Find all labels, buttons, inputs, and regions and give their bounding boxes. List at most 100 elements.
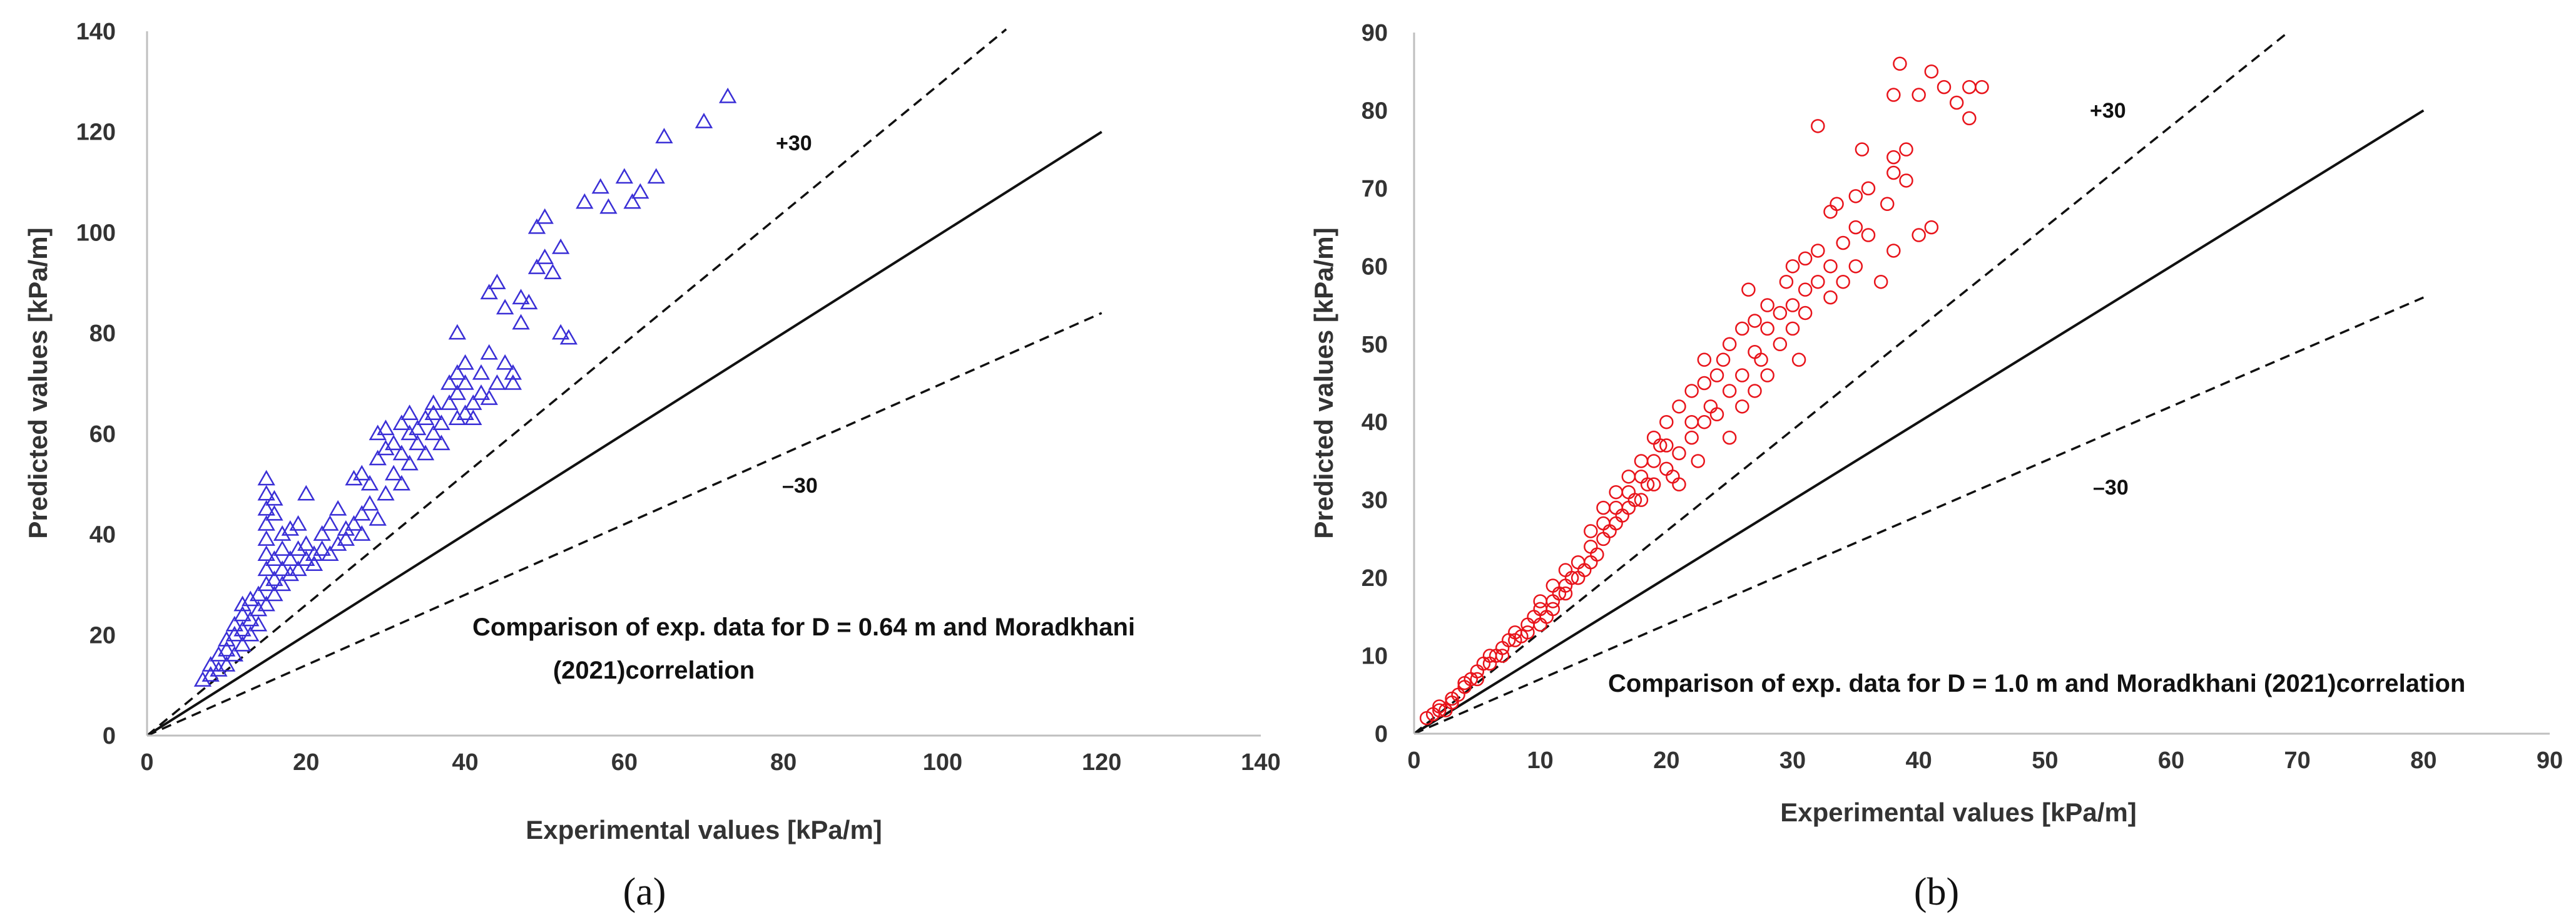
panel-b-data-point (1634, 470, 1649, 484)
panel-a-data-point (249, 600, 268, 617)
panel-b-data-point (1855, 142, 1870, 157)
panel-a-data-point (233, 620, 252, 637)
panel-b-data-point (1798, 251, 1813, 266)
panel-a-data-point (225, 645, 244, 662)
panel-b-data-point (1527, 610, 1541, 624)
panel-b-y-tick-label: 0 (1375, 721, 1388, 747)
panel-b-data-point (1779, 274, 1794, 289)
panel-a-data-point (647, 168, 665, 184)
panel-a-y-tick-label: 0 (103, 723, 116, 749)
panel-a-data-point (337, 520, 355, 536)
panel-a-data-point (217, 640, 236, 657)
panel-b-x-tick-label: 60 (2158, 747, 2184, 774)
panel-a-data-point (217, 630, 236, 647)
panel-b-data-point (1666, 470, 1680, 484)
panel-a-y-axis-title: Predicted values [kPa/m] (23, 227, 53, 538)
panel-b-data-point (1558, 586, 1573, 601)
panel-b-data-point (1886, 165, 1901, 180)
panel-b-data-point (1912, 228, 1926, 242)
panel-b-data-point (1672, 446, 1686, 461)
panel-a-data-point (448, 324, 467, 340)
panel-a-data-point (424, 404, 442, 420)
panel-b-data-point (1912, 88, 1926, 102)
panel-a-data-point (217, 655, 236, 672)
panel-a-data-point (456, 354, 474, 370)
panel-a-data-point (233, 605, 252, 622)
panel-a-data-point (392, 414, 411, 431)
panel-b-data-point (1495, 640, 1510, 655)
panel-a-data-point (281, 520, 300, 536)
panel-b-x-tick-label: 40 (1906, 747, 1932, 774)
panel-a-data-point (249, 615, 268, 632)
panel-b-data-point (1584, 524, 1598, 538)
panel-b-data-point (1962, 111, 1977, 126)
panel-b-x-tick-label: 20 (1653, 747, 1679, 774)
panel-b-y-tick-label: 20 (1362, 565, 1388, 592)
panel-a-data-point (265, 505, 283, 521)
panel-b-data-point (1621, 500, 1636, 515)
panel-b-data-point (1697, 352, 1712, 367)
panel-b-data-point (1949, 95, 1964, 110)
panel-a-data-point (289, 560, 307, 577)
panel-b-label: (b) (1914, 871, 1959, 913)
panel-b-data-point (1836, 274, 1850, 289)
panel-b-data-point (1653, 438, 1667, 453)
panel-a-data-point (623, 193, 641, 209)
panel-a-data-point (242, 590, 260, 607)
panel-b-data-point (1470, 672, 1485, 687)
panel-b-data-point (1691, 454, 1705, 468)
panel-a-data-point (297, 550, 315, 566)
panel-b-data-point (1798, 282, 1813, 297)
panel-a-data-point (496, 299, 514, 315)
panel-b-data-point (1811, 119, 1825, 133)
panel-a-data-point (544, 264, 562, 279)
panel-b-data-point (1722, 337, 1737, 352)
panel-b-data-point (1709, 407, 1724, 422)
panel-a-data-point (488, 274, 506, 290)
panel-a-data-point (281, 565, 300, 582)
panel-a-data-point (392, 444, 411, 461)
panel-b-data-point (1697, 376, 1712, 391)
panel-a-data-point (496, 354, 514, 370)
panel-a-data-point (695, 113, 713, 128)
panel-b-data-point (1432, 703, 1447, 717)
chart-panel-a: 0 20 40 60 80 100 120 140 0 20 40 60 80 100 120 140 Ex… (23, 19, 1281, 913)
panel-b-data-point (1823, 259, 1838, 274)
panel-a-data-point (273, 575, 292, 592)
panel-a-data-point (456, 374, 474, 390)
panel-b-data-point (1703, 399, 1718, 414)
panel-b-y-tick-label: 30 (1362, 488, 1388, 514)
panel-b-data-point (1773, 305, 1788, 321)
panel-a-data-point (225, 615, 244, 632)
panel-b-data-point (1571, 555, 1586, 570)
panel-b-marks (1413, 34, 2425, 735)
panel-b-data-point (1659, 461, 1674, 476)
panel-b-y-axis-title: Predicted values [kPa/m] (1309, 227, 1338, 538)
panel-b-data-point (1773, 337, 1788, 352)
panel-b-data-point (1836, 235, 1850, 250)
panel-a-data-point (432, 414, 451, 431)
panel-b-data-point (1621, 470, 1636, 484)
panel-a-data-point (281, 550, 300, 566)
panel-a-data-point (345, 470, 363, 486)
panel-b-data-point (1848, 259, 1863, 274)
panel-a-data-point (305, 545, 323, 561)
panel-b-data-point (1545, 578, 1560, 593)
panel-b-x-tick-label: 50 (2032, 747, 2058, 774)
panel-b-data-point (1830, 197, 1844, 212)
panel-a-data-point (384, 434, 403, 451)
panel-b-data-point (1684, 414, 1699, 429)
panel-a-minus30-line (146, 312, 1102, 737)
panel-b-data-point (1634, 454, 1649, 468)
panel-a-data-point (432, 434, 451, 451)
panel-b-data-point (1697, 414, 1712, 429)
panel-a-data-point (257, 500, 275, 516)
panel-b-plus30-line (1413, 34, 2286, 735)
panel-b-data-point (1627, 493, 1642, 507)
panel-b-data-point (1659, 438, 1674, 453)
panel-a-data-point (265, 570, 283, 587)
panel-b-data-point (1748, 344, 1762, 359)
panel-a-data-point (289, 515, 307, 531)
panel-a-data-point (257, 485, 275, 501)
panel-a-y-tick-label: 40 (89, 522, 116, 548)
